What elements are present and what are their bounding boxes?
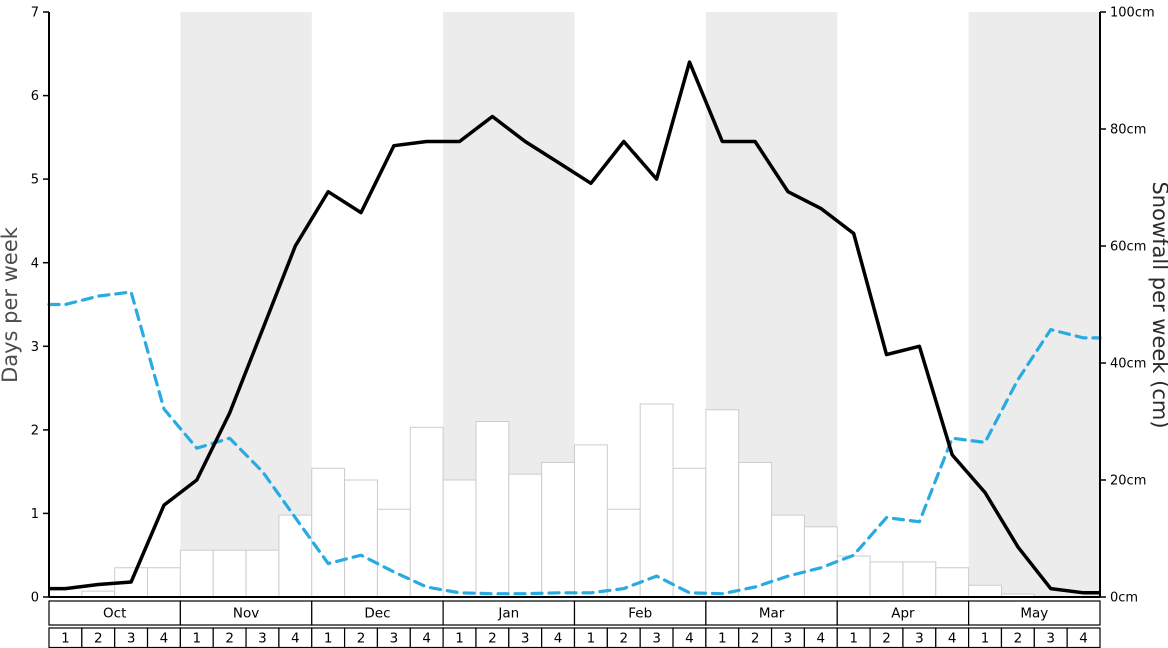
snowfall-bar [278,514,313,598]
snowfall-bar [311,467,346,598]
week-label: 2 [357,630,366,646]
month-label: Apr [891,606,915,622]
snowfall-bar [902,561,937,598]
week-label: 1 [324,630,333,646]
week-label: 4 [817,630,826,646]
week-label: 2 [225,630,234,646]
snowfall-bar [836,555,871,598]
week-label: 1 [61,630,70,646]
snowfall-bar [639,403,674,598]
month-cell [705,600,838,626]
week-label: 1 [718,630,727,646]
week-label: 4 [554,630,563,646]
week-label: 4 [422,630,431,646]
month-cell [442,600,576,626]
snowfall-bar [968,584,1002,598]
week-label: 3 [784,630,793,646]
right-axis-tick-label: 60cm [1110,240,1146,255]
snowfall-bar [508,473,543,598]
snowfall-bar [738,461,773,598]
right-axis-tick-label: 20cm [1110,474,1146,489]
snowfall-bar [147,567,181,598]
snowfall-bar [245,549,280,598]
left-axis-title: Days per week [0,226,22,383]
snowfall-bar [344,479,378,598]
left-axis-tick-label: 6 [31,89,39,104]
week-label: 2 [619,630,628,646]
week-label: 1 [587,630,596,646]
month-cell [968,600,1101,626]
snowfall-bar [606,508,641,598]
right-axis-tick-label: 80cm [1110,123,1146,138]
left-axis-tick-label: 1 [31,507,39,522]
week-label: 4 [948,630,957,646]
left-axis-tick-label: 0 [31,591,39,606]
left-axis-tick-label: 4 [31,256,39,271]
month-label: Jan [497,606,519,622]
snowfall-bar [475,421,510,598]
week-label: 2 [751,630,760,646]
week-label: 1 [981,630,990,646]
week-label: 4 [685,630,694,646]
snowfall-bar [442,479,477,598]
month-band [180,12,312,597]
snowfall-bar [672,467,707,598]
snowfall-bar [935,567,970,598]
month-label: Mar [759,606,785,622]
month-band [968,12,1101,597]
snowfall-bar [541,461,575,598]
week-label: 4 [160,630,169,646]
left-axis-tick-label: 7 [31,6,39,21]
month-label: Feb [628,606,652,622]
week-label: 3 [258,630,267,646]
week-label: 2 [94,630,103,646]
week-label: 4 [291,630,300,646]
month-cell [836,600,970,626]
week-label: 3 [652,630,661,646]
snowfall-bar [705,409,740,598]
week-label: 3 [521,630,530,646]
week-label: 1 [455,630,464,646]
week-label: 3 [127,630,136,646]
month-label: Oct [103,606,126,622]
month-label: May [1020,606,1048,622]
snowfall-bar [574,444,608,598]
week-label: 4 [1079,630,1088,646]
snowfall-bar [212,549,247,598]
week-label: 2 [1014,630,1023,646]
week-label: 3 [390,630,399,646]
week-label: 1 [849,630,858,646]
month-label: Nov [233,606,259,622]
right-axis-title: Snowfall per week (cm) [1148,181,1168,428]
week-label: 2 [488,630,497,646]
week-label: 3 [1046,630,1055,646]
month-cell [179,600,313,626]
snowfall-bar [409,426,444,598]
right-axis-tick-label: 0cm [1110,591,1138,606]
month-cell [573,600,707,626]
chart-generated-layer: 0 1 2 3 4 5 6 7 0cm 20cm 40cm 60cm 80cm 100cm Oct Nov De… [31,6,1155,648]
month-label: Dec [364,606,390,622]
right-axis-tick-label: 40cm [1110,357,1146,372]
snowfall-bar [771,514,805,598]
snowfall-bar [869,561,904,598]
snowfall-bar [179,549,214,598]
right-axis-tick-label: 100cm [1110,6,1155,21]
snowfall-days-line [49,60,1100,595]
snowfall-bar [376,508,411,598]
left-axis-tick-label: 5 [31,173,39,188]
week-label: 1 [193,630,202,646]
left-axis-tick-label: 3 [31,340,39,355]
week-label: 2 [882,630,891,646]
week-label: 3 [915,630,924,646]
left-axis-tick-label: 2 [31,423,39,438]
